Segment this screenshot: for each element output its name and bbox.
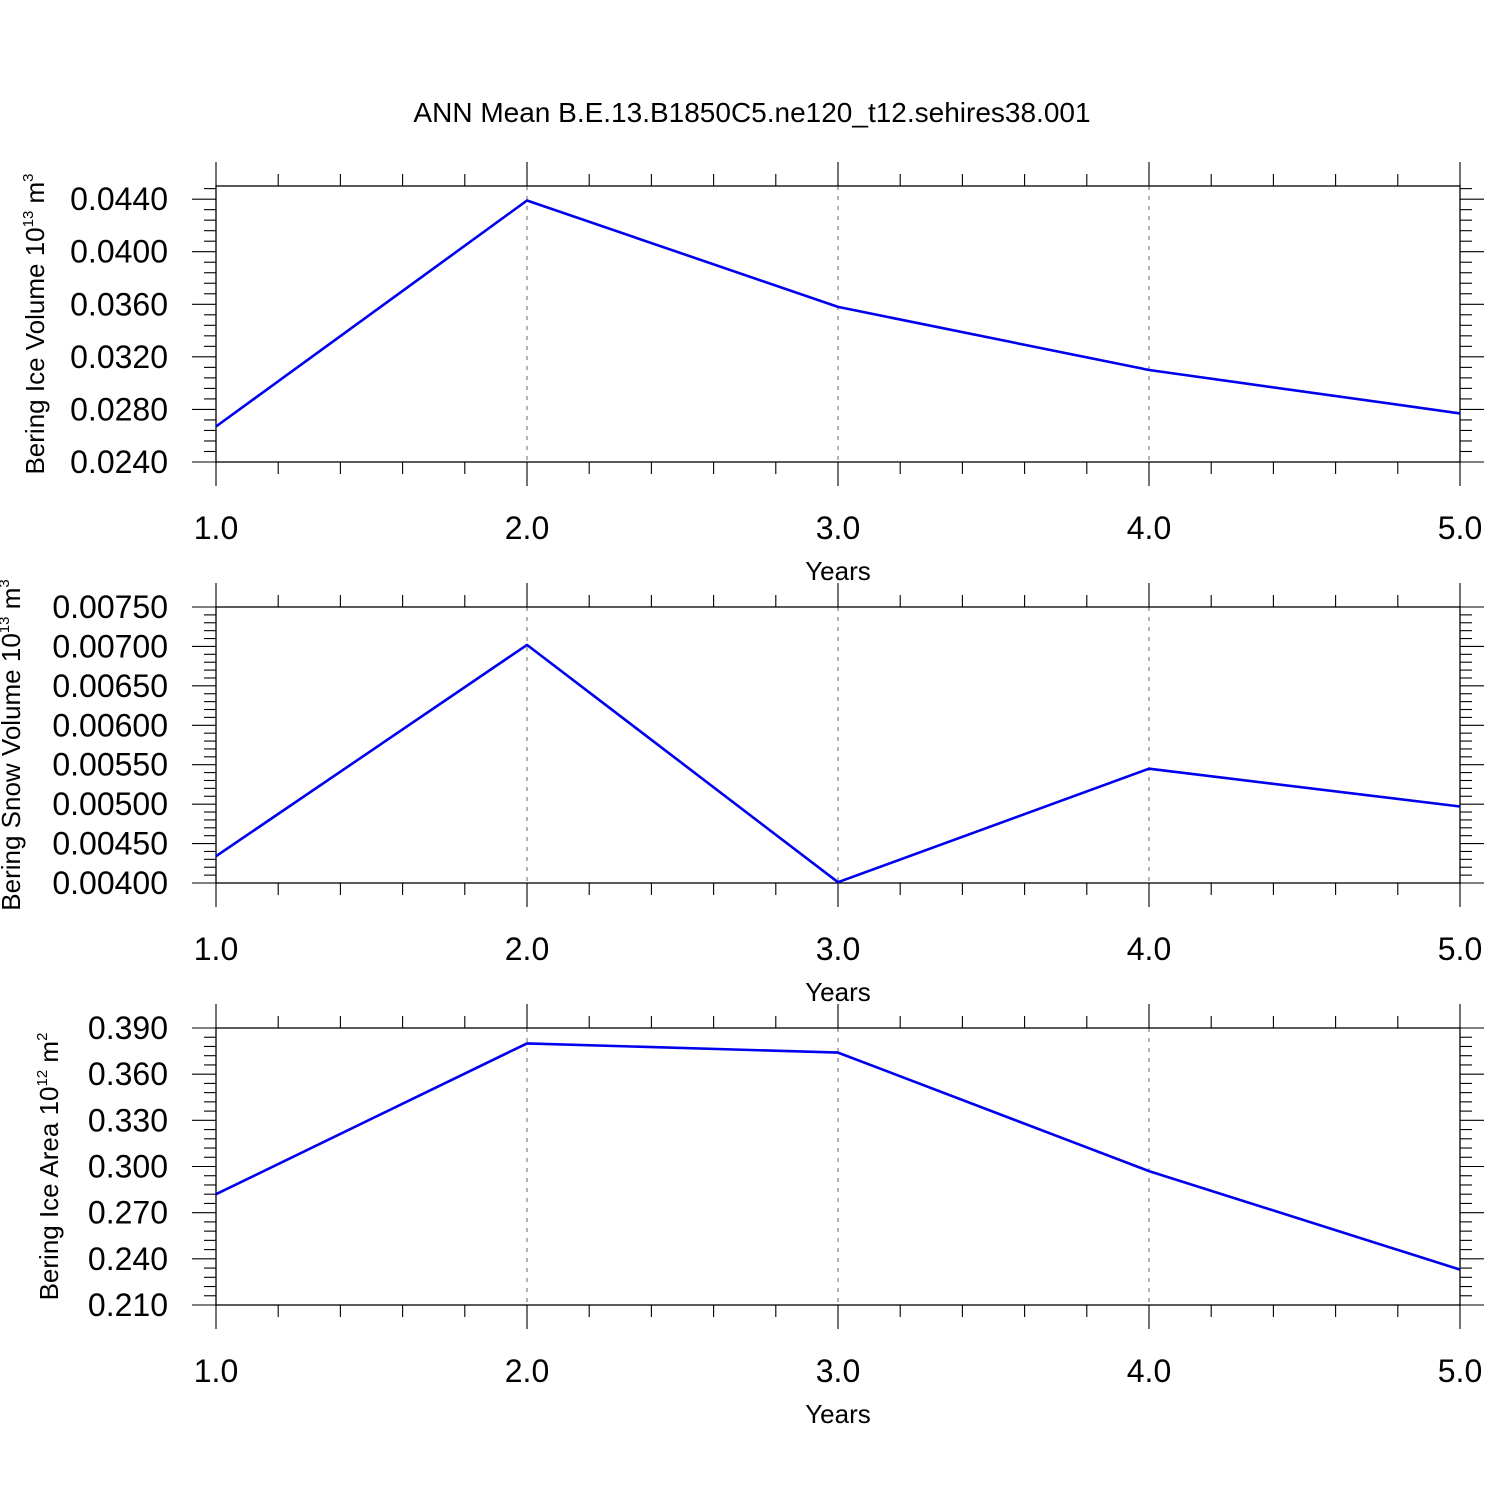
y-axis-label-exponent: 12 — [34, 1070, 51, 1087]
x-tick-label: 1.0 — [194, 931, 238, 967]
y-axis-label-exponent: 13 — [20, 211, 37, 228]
x-tick-label: 5.0 — [1438, 510, 1482, 546]
x-axis-label: Years — [805, 977, 871, 1007]
y-tick-label: 0.0400 — [70, 234, 168, 270]
y-tick-label: 0.0280 — [70, 391, 168, 427]
figure-title: ANN Mean B.E.13.B1850C5.ne120_t12.sehire… — [413, 97, 1090, 128]
y-tick-label: 0.0320 — [70, 339, 168, 375]
series-line — [215, 1042, 1461, 1271]
x-tick-label: 1.0 — [194, 1353, 238, 1389]
y-axis-label-unit-exponent: 2 — [34, 1033, 51, 1041]
y-tick-label: 0.240 — [88, 1241, 168, 1277]
y-tick-label: 0.00750 — [52, 589, 168, 625]
x-tick-label: 5.0 — [1438, 1353, 1482, 1389]
x-tick-label: 4.0 — [1127, 1353, 1171, 1389]
y-axis-label-unit-exponent: 3 — [0, 579, 13, 587]
y-tick-label: 0.00700 — [52, 628, 168, 664]
y-tick-label: 0.00400 — [52, 865, 168, 901]
y-axis-label: Bering Snow Volume 1013 m3 — [0, 579, 26, 910]
y-axis-label-mid: m — [20, 182, 50, 211]
x-tick-label: 4.0 — [1127, 510, 1171, 546]
x-tick-label: 3.0 — [816, 510, 860, 546]
y-tick-label: 0.00450 — [52, 826, 168, 862]
y-tick-label: 0.300 — [88, 1149, 168, 1185]
y-axis-label-prefix: Bering Ice Volume 10 — [20, 227, 50, 474]
x-tick-label: 3.0 — [816, 1353, 860, 1389]
x-tick-label: 2.0 — [505, 510, 549, 546]
y-tick-label: 0.330 — [88, 1102, 168, 1138]
x-tick-label: 3.0 — [816, 931, 860, 967]
series-line — [215, 643, 1461, 884]
y-axis-label-unit-exponent: 3 — [20, 173, 37, 181]
y-axis-label-prefix: Bering Ice Area 10 — [34, 1087, 64, 1301]
y-axis-label-mid: m — [34, 1041, 64, 1070]
x-tick-label: 1.0 — [194, 510, 238, 546]
y-tick-label: 0.00600 — [52, 707, 168, 743]
series-line — [215, 199, 1461, 428]
y-tick-label: 0.390 — [88, 1010, 168, 1046]
y-tick-label: 0.210 — [88, 1287, 168, 1323]
chart-panel-3: 1.0 2.0 3.0 4.0 5.0 Years 0.210 0.240 0.270 0.300… — [34, 1004, 1484, 1429]
x-tick-label: 2.0 — [505, 931, 549, 967]
x-axis-label: Years — [805, 556, 871, 586]
y-tick-label: 0.00500 — [52, 786, 168, 822]
x-axis-label: Years — [805, 1399, 871, 1429]
x-tick-label: 2.0 — [505, 1353, 549, 1389]
x-tick-label: 5.0 — [1438, 931, 1482, 967]
y-axis-label: Bering Ice Area 1012 m2 — [34, 1033, 64, 1301]
y-axis-label-prefix: Bering Snow Volume 10 — [0, 633, 26, 911]
x-tick-label: 4.0 — [1127, 931, 1171, 967]
y-tick-label: 0.0240 — [70, 444, 168, 480]
y-axis-label-mid: m — [0, 588, 26, 617]
y-tick-label: 0.00550 — [52, 747, 168, 783]
panels: 1.0 2.0 3.0 4.0 5.0 Years 0.0240 0.0280 0.0320 0.… — [0, 162, 1484, 1429]
y-tick-label: 0.270 — [88, 1195, 168, 1231]
y-axis-label: Bering Ice Volume 1013 m3 — [20, 173, 50, 474]
y-tick-label: 0.0440 — [70, 181, 168, 217]
y-tick-label: 0.0360 — [70, 286, 168, 322]
chart-panel-1: 1.0 2.0 3.0 4.0 5.0 Years 0.0240 0.0280 0.0320 0.… — [20, 162, 1484, 586]
y-tick-label: 0.360 — [88, 1056, 168, 1092]
y-tick-label: 0.00650 — [52, 668, 168, 704]
y-axis-label-exponent: 13 — [0, 617, 13, 634]
